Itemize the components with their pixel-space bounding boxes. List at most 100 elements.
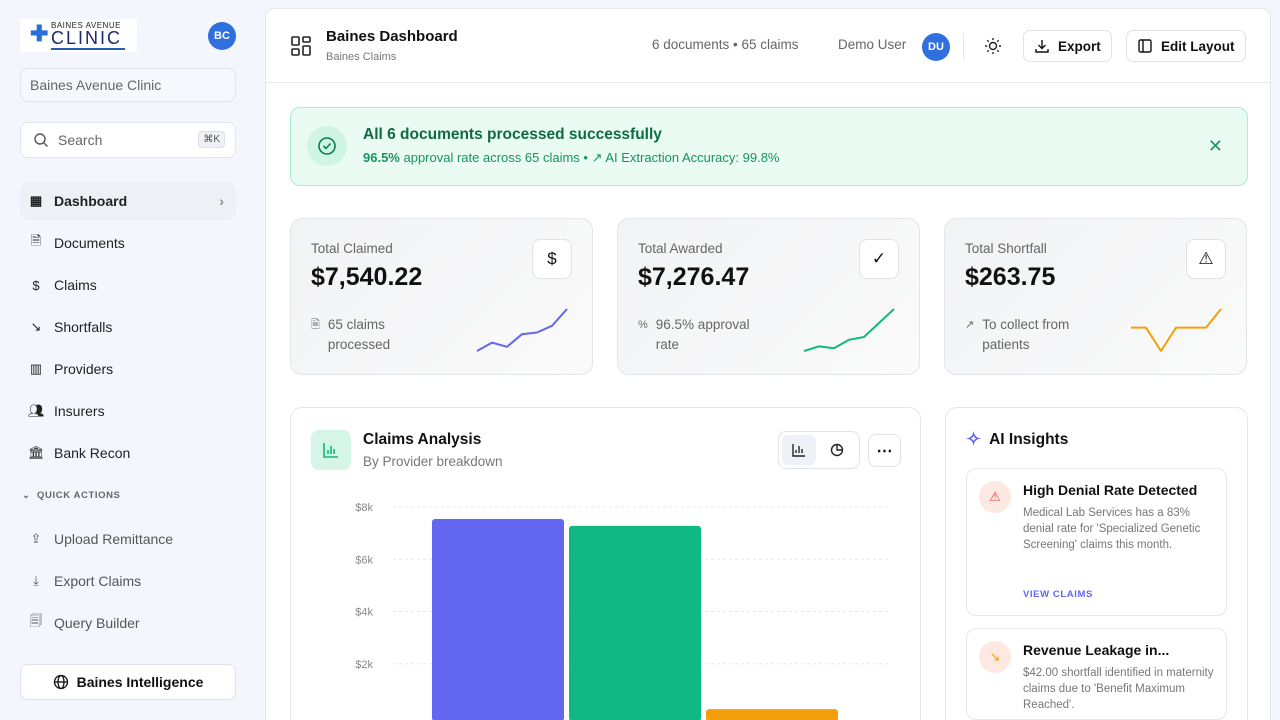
check-circle-icon (318, 137, 336, 155)
org-selector[interactable]: Baines Avenue Clinic (20, 68, 236, 102)
baines-intelligence-button[interactable]: Baines Intelligence (20, 664, 236, 700)
edit-layout-button[interactable]: Edit Layout (1126, 30, 1246, 62)
sidebar-item-documents[interactable]: 🗎 Documents (20, 224, 236, 262)
search-placeholder: Search (58, 132, 103, 148)
sidebar-item-dashboard[interactable]: ▦ Dashboard › (20, 182, 236, 220)
document-icon: 🗎 (30, 233, 42, 248)
sidebar-item-shortfalls[interactable]: ↘ Shortfalls (20, 308, 236, 346)
dollar-file-icon: $ (32, 277, 40, 293)
trending-up-icon: ↗ (591, 150, 606, 165)
bar-claimed[interactable] (432, 519, 564, 720)
export-button[interactable]: Export (1023, 30, 1112, 62)
sidebar-item-bank-recon[interactable]: 🏛︎ Bank Recon (20, 434, 236, 472)
quick-action-query-builder[interactable]: 🗐 Query Builder (20, 604, 236, 642)
nav-label: Documents (54, 235, 125, 251)
stat-footnote: To collect from patients (982, 317, 1070, 352)
trending-down-icon: ↘ (30, 319, 42, 334)
sidebar-item-claims[interactable]: $ Claims (20, 266, 236, 304)
dollar-icon: $ (532, 239, 572, 279)
document-icon: 🗎 (311, 319, 320, 331)
success-alert: All 6 documents processed successfully 9… (290, 107, 1248, 186)
logo-line2: CLINIC (51, 28, 123, 48)
upload-icon: ⇪ (30, 531, 42, 546)
page-subtitle: Baines Claims (326, 51, 397, 63)
sparkles-icon: ✧ (966, 429, 982, 449)
insight-card[interactable]: ↘ Revenue Leakage in... $42.00 shortfall… (966, 628, 1227, 720)
y-tick-label: $2k (355, 659, 373, 671)
sidebar-item-providers[interactable]: ▥ Providers (20, 350, 236, 388)
stat-card-total-shortfall: Total Shortfall $263.75 ⚠ ↗ To collect fr… (944, 218, 1247, 375)
header: Baines Dashboard Baines Claims 6 documen… (266, 9, 1270, 83)
theme-toggle-icon[interactable] (984, 37, 1002, 55)
stat-footnote: 96.5% approval rate (655, 317, 750, 352)
insight-body: Medical Lab Services has a 83% denial ra… (1023, 507, 1201, 551)
stat-footnote: 65 claims processed (327, 317, 391, 352)
intelligence-label: Baines Intelligence (76, 674, 204, 690)
sparkline-line (476, 308, 568, 352)
nav-label: Bank Recon (54, 445, 131, 461)
dashboard-icon (291, 36, 311, 56)
ai-insights-panel: ✧ AI Insights ⚠ High Denial Rate Detected… (945, 407, 1248, 720)
users-icon: 👥︎ (28, 403, 45, 418)
nav-label: Shortfalls (54, 319, 113, 335)
sidebar-item-insurers[interactable]: 👥︎ Insurers (20, 392, 236, 430)
globe-icon (53, 674, 68, 690)
user-name: Demo User (838, 37, 907, 52)
stat-value: $263.75 (965, 263, 1056, 291)
alert-triangle-icon: ⚠ (1186, 239, 1226, 279)
document-count: 6 documents • 65 claims (652, 37, 799, 52)
insight-card[interactable]: ⚠ High Denial Rate Detected Medical Lab … (966, 468, 1227, 616)
alert-triangle-icon: ⚠ (979, 481, 1011, 513)
y-tick-label: $8k (355, 502, 373, 514)
view-claims-link[interactable]: VIEW CLAIMS (1023, 589, 1093, 600)
page-title: Baines Dashboard (326, 28, 458, 45)
nav-label: Providers (54, 361, 114, 377)
sparkline (1131, 308, 1222, 352)
sparkline-line (1131, 308, 1222, 352)
y-tick-label: $6k (355, 554, 373, 566)
percent-icon: % (638, 319, 648, 331)
quick-action-label: Query Builder (54, 615, 140, 631)
close-icon[interactable]: ✕ (1207, 136, 1223, 156)
chart-type-toggle[interactable] (778, 431, 860, 469)
stat-value: $7,540.22 (311, 263, 423, 291)
chevron-right-icon: › (219, 193, 224, 209)
download-icon: ⤓ (33, 573, 39, 588)
stat-label: Total Awarded (638, 241, 723, 256)
pie-chart-icon[interactable] (820, 435, 854, 465)
file-search-icon: 🗐 (29, 613, 43, 628)
clinic-logo[interactable]: ✚ BAINES AVENUE CLINIC (20, 19, 137, 52)
more-options-icon[interactable]: ⋯ (868, 434, 901, 467)
trending-up-icon: ↗ (965, 319, 975, 331)
bar-chart-icon (323, 443, 338, 458)
quick-action-export-claims[interactable]: ⤓ Export Claims (20, 562, 236, 600)
main-panel: Baines Dashboard Baines Claims 6 documen… (265, 8, 1271, 720)
panel-title: Claims Analysis (363, 431, 482, 448)
panel-subtitle: By Provider breakdown (363, 454, 503, 469)
insight-title: Revenue Leakage in... (1023, 642, 1170, 658)
insight-body: $42.00 shortfall identified in maternity… (1023, 667, 1214, 711)
search-input[interactable]: Search ⌘K (20, 122, 236, 158)
quick-action-label: Upload Remittance (54, 531, 174, 547)
alert-title: All 6 documents processed successfully (363, 126, 662, 143)
bar-chart-icon[interactable] (782, 435, 816, 465)
search-icon (34, 133, 48, 147)
quick-action-label: Export Claims (54, 573, 142, 589)
cross-logo-icon: ✚ (30, 21, 49, 46)
bar-shortfall[interactable] (706, 709, 838, 720)
bar-awarded[interactable] (569, 525, 701, 720)
alert-subtitle: 96.5% approval rate across 65 claims • ↗… (363, 150, 780, 165)
org-avatar[interactable]: BC (208, 22, 236, 50)
user-avatar[interactable]: DU (922, 33, 950, 61)
quick-actions-header[interactable]: ⌄ QUICK ACTIONS (22, 490, 121, 501)
stat-value: $7,276.47 (638, 263, 750, 291)
insights-title: AI Insights (989, 430, 1069, 448)
y-tick-label: $4k (355, 607, 373, 619)
sidebar: ✚ BAINES AVENUE CLINIC BC Baines Avenue … (0, 0, 264, 720)
claims-analysis-panel: Claims Analysis By Provider breakdown ⋯ … (290, 407, 921, 720)
nav-label: Insurers (54, 403, 105, 419)
quick-action-upload-remittance[interactable]: ⇪ Upload Remittance (20, 520, 236, 558)
shortcut-badge: ⌘K (198, 131, 225, 148)
stat-label: Total Claimed (311, 241, 393, 256)
logo-line1: BAINES AVENUE (51, 21, 121, 30)
